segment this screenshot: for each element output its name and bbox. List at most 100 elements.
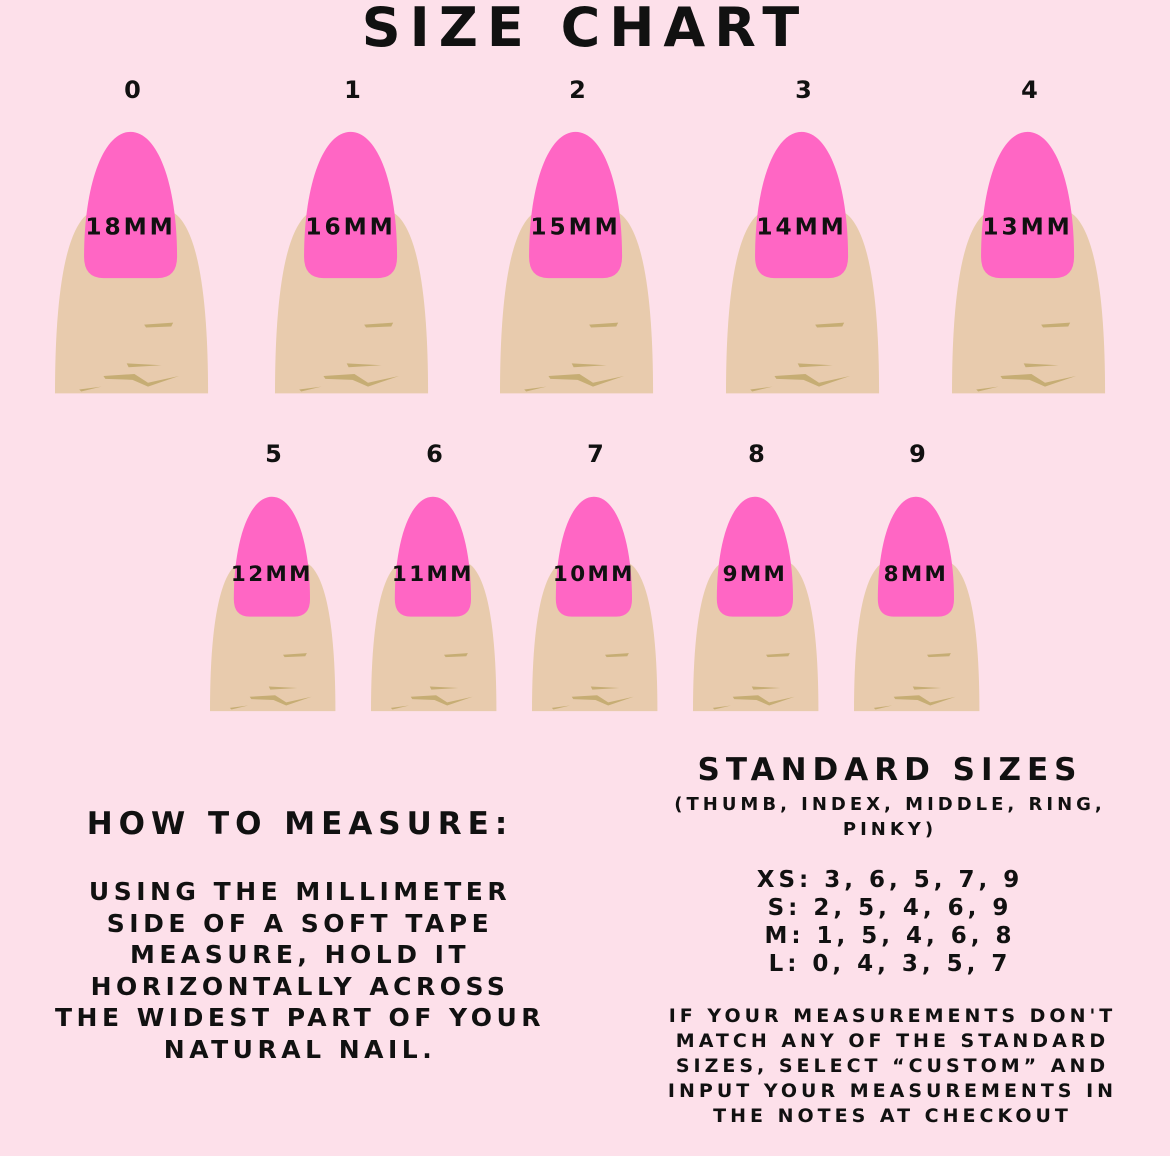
nail-width-label: 18MM — [85, 214, 175, 241]
standard-sizes-list: XS: 3, 6, 5, 7, 9 S: 2, 5, 4, 6, 9 M: 1,… — [640, 866, 1140, 978]
page-title: SIZE CHART — [361, 0, 809, 59]
nail-width-label: 13MM — [982, 214, 1072, 241]
size-number: 4 — [1021, 76, 1038, 104]
crease — [299, 386, 322, 392]
size-row-l: L: 0, 4, 3, 5, 7 — [768, 951, 1012, 977]
nail — [529, 131, 623, 279]
subtitle-line: PINKY) — [842, 819, 938, 840]
crease — [346, 363, 382, 368]
nail — [716, 496, 794, 617]
crease — [751, 686, 781, 690]
size-number: 9 — [909, 440, 926, 468]
note-line: SIZES, SELECT “CUSTOM” AND — [675, 1055, 1110, 1077]
crease — [976, 386, 999, 392]
nail-width-label: 16MM — [305, 214, 395, 241]
size-number: 8 — [748, 440, 765, 468]
nail-width-label: 9MM — [723, 562, 788, 587]
note-line: THE NOTES AT CHECKOUT — [713, 1105, 1072, 1127]
nail-width-label: 10MM — [553, 562, 635, 587]
size-number: 7 — [587, 440, 604, 468]
crease — [927, 653, 951, 658]
instruction-line: NATURAL NAIL. — [163, 1034, 437, 1064]
note-line: MATCH ANY OF THE STANDARD — [675, 1030, 1110, 1052]
crease — [590, 686, 620, 690]
nail — [877, 496, 955, 617]
nail-width-label: 15MM — [530, 214, 620, 241]
nail — [84, 131, 178, 279]
finger-illustration: 11MM — [371, 496, 497, 712]
standard-sizes-title: STANDARD SIZES — [697, 752, 1083, 788]
finger-illustration: 14MM — [726, 131, 880, 394]
instruction-line: SIDE OF A SOFT TAPE — [106, 908, 494, 938]
crease — [144, 322, 174, 328]
crease — [774, 374, 850, 387]
crease — [229, 705, 249, 710]
note-line: INPUT YOUR MEASUREMENTS IN — [667, 1080, 1118, 1102]
crease — [323, 374, 399, 387]
crease — [548, 374, 624, 387]
crease — [551, 705, 571, 710]
crease — [283, 653, 307, 658]
crease — [524, 386, 547, 392]
crease — [1000, 374, 1076, 387]
note-line: IF YOUR MEASUREMENTS DON'T — [668, 1005, 1117, 1027]
size-number: 0 — [124, 76, 141, 104]
size-row-xs: XS: 3, 6, 5, 7, 9 — [756, 867, 1024, 893]
finger-illustration: 10MM — [532, 496, 658, 712]
crease — [815, 322, 845, 328]
nail — [755, 131, 849, 279]
size-number: 2 — [569, 76, 586, 104]
crease — [249, 695, 312, 706]
instruction-line: USING THE MILLIMETER — [88, 877, 512, 906]
size-number: 5 — [265, 440, 282, 468]
nail — [981, 131, 1075, 279]
size-number: 1 — [344, 76, 361, 104]
nail-width-label: 8MM — [884, 562, 949, 587]
crease — [712, 705, 732, 710]
nail-width-label: 11MM — [392, 562, 474, 587]
crease — [571, 363, 607, 368]
finger-illustration: 9MM — [693, 496, 819, 712]
size-row-m: M: 1, 5, 4, 6, 8 — [764, 923, 1016, 949]
crease — [268, 686, 298, 690]
how-to-measure-title: HOW TO MEASURE: — [86, 806, 514, 842]
crease — [750, 386, 773, 392]
crease — [103, 374, 179, 387]
crease — [429, 686, 459, 690]
nail — [304, 131, 398, 279]
crease — [732, 695, 795, 706]
subtitle-line: (THUMB, INDEX, MIDDLE, RING, — [674, 794, 1106, 815]
crease — [1023, 363, 1059, 368]
crease — [912, 686, 942, 690]
crease — [79, 386, 102, 392]
crease — [766, 653, 790, 658]
crease — [893, 695, 956, 706]
instruction-line: HORIZONTALLY ACROSS — [90, 971, 510, 1001]
custom-size-note: IF YOUR MEASUREMENTS DON'T MATCH ANY OF … — [655, 1004, 1130, 1129]
size-number: 6 — [426, 440, 443, 468]
crease — [797, 363, 833, 368]
how-to-measure-instructions: USING THE MILLIMETER SIDE OF A SOFT TAPE… — [50, 876, 550, 1065]
finger-illustration: 8MM — [854, 496, 980, 712]
finger-illustration: 15MM — [500, 131, 654, 394]
crease — [364, 322, 394, 328]
crease — [1041, 322, 1071, 328]
standard-sizes-subtitle: (THUMB, INDEX, MIDDLE, RING, PINKY) — [660, 792, 1120, 842]
crease — [410, 695, 473, 706]
nail-width-label: 12MM — [231, 562, 313, 587]
nail — [555, 496, 633, 617]
crease — [444, 653, 468, 658]
nail — [394, 496, 472, 617]
finger-illustration: 18MM — [55, 131, 209, 394]
crease — [571, 695, 634, 706]
instruction-line: MEASURE, HOLD IT — [129, 940, 471, 969]
finger-illustration: 12MM — [210, 496, 336, 712]
crease — [873, 705, 893, 710]
nail — [233, 496, 311, 617]
nail-width-label: 14MM — [756, 214, 846, 241]
crease — [605, 653, 629, 658]
finger-illustration: 13MM — [952, 131, 1106, 394]
crease — [390, 705, 410, 710]
instruction-line: THE WIDEST PART OF YOUR — [54, 1003, 546, 1032]
crease — [126, 363, 162, 368]
